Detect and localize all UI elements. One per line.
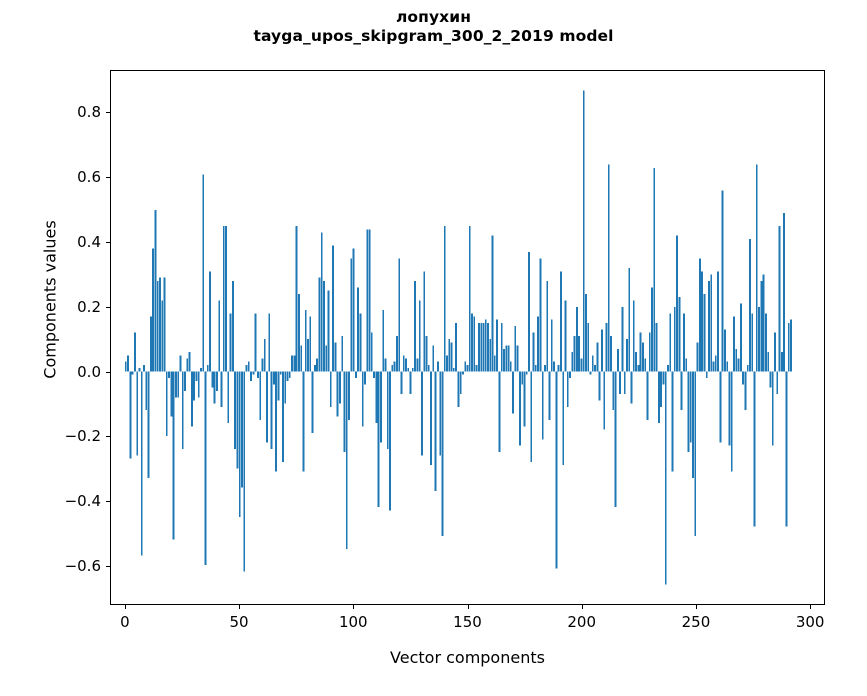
plot-surface [111,71,824,604]
x-tick-label: 150 [453,613,482,631]
y-tick-mark [106,306,110,308]
x-tick-mark [581,605,583,609]
x-tick-label: 300 [795,613,825,631]
chart-title: лопухин tayga_upos_skipgram_300_2_2019 m… [0,8,867,46]
x-tick-mark [810,605,812,609]
x-tick-label: 100 [338,613,368,631]
y-tick-mark [106,241,110,243]
x-tick-mark [353,605,355,609]
y-axis-label: Components values [40,220,60,379]
y-tick-label: 0.0 [77,362,101,381]
y-tick-mark [106,177,110,179]
x-tick-label: 200 [567,613,597,631]
y-tick-label: −0.4 [64,492,101,511]
y-tick-mark [106,112,110,114]
x-tick-label: 50 [229,613,249,631]
x-tick-mark [695,605,698,609]
y-tick-mark [106,371,110,373]
y-tick-label: −0.2 [64,427,101,446]
x-axis-label: Vector components [390,648,545,667]
x-tick-mark [124,605,126,609]
y-tick-label: 0.2 [77,297,101,316]
y-tick-label: −0.6 [64,557,101,576]
x-tick-label: 250 [681,613,711,631]
x-tick-label: 0 [120,613,130,631]
bar-path [124,90,792,585]
y-tick-label: 0.8 [77,103,101,122]
plot-axes [110,70,825,605]
bar-series [124,90,792,585]
x-tick-mark [467,605,469,609]
x-tick-mark [239,605,241,609]
y-tick-label: 0.4 [77,232,101,251]
y-tick-mark [106,566,110,568]
chart-title-line-1: лопухин [395,8,472,26]
y-tick-mark [106,501,110,503]
y-tick-label: 0.6 [77,168,101,186]
chart-title-line-2: tayga_upos_skipgram_300_2_2019 model [253,26,614,45]
y-tick-mark [106,436,110,438]
